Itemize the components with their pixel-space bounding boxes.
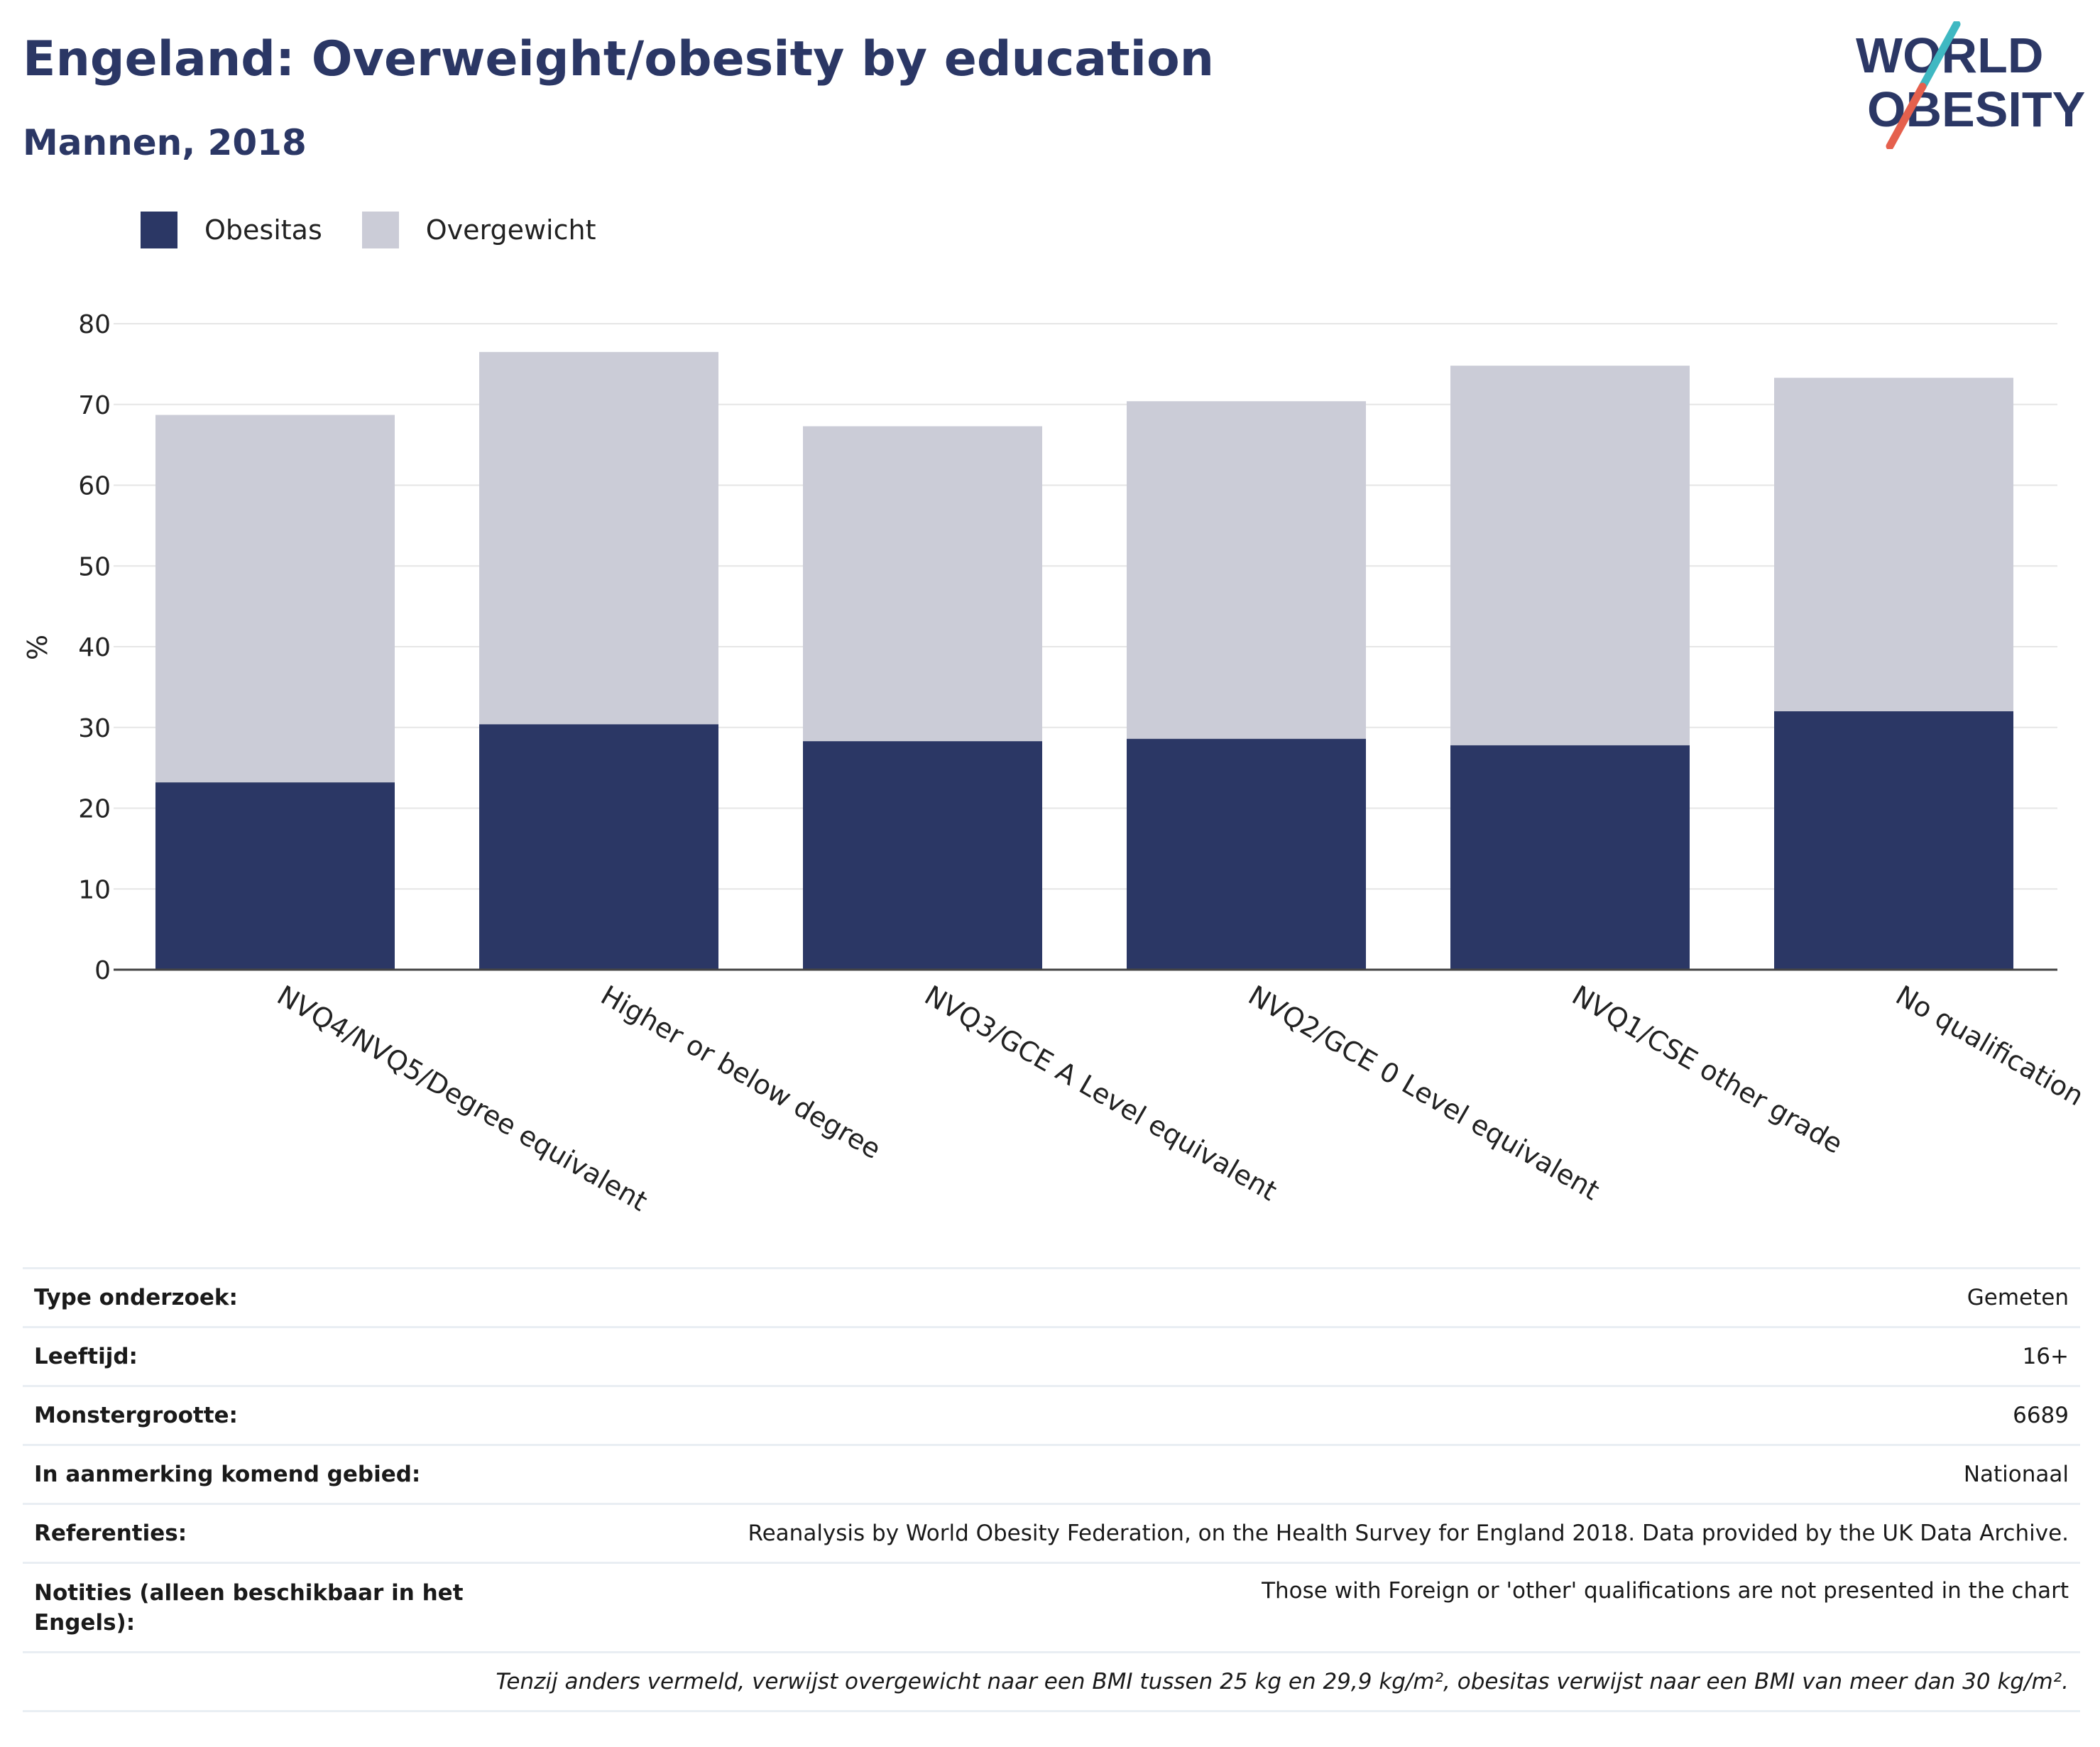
y-axis-label: % [22,635,53,660]
info-row-age: Leeftijd: 16+ [23,1326,2080,1386]
chart-legend: Obesitas Overgewicht [141,209,636,251]
y-tick-label: 40 [78,633,111,662]
x-tick-label: NVQ4/NVQ5/Degree equivalent [272,980,652,1217]
x-tick-label: Higher or below degree [596,980,886,1166]
info-key: Type onderzoek: [23,1267,477,1327]
bar-obesitas-4 [1450,745,1690,970]
info-table: Type onderzoek: Gemeten Leeftijd: 16+ Mo… [23,1267,2080,1712]
logo-slash-bottom [1886,82,1927,149]
y-tick-label: 60 [78,472,111,501]
bar-overgewicht-1 [479,351,718,725]
legend-item-obesitas[interactable]: Obesitas [141,212,322,248]
y-tick-label: 0 [94,956,111,985]
world-obesity-logo: WORLD OBESITY [1856,21,2085,149]
info-value: Nationaal [477,1444,2080,1504]
info-row-sample-size: Monstergrootte: 6689 [23,1385,2080,1445]
y-tick-label: 20 [78,795,111,824]
legend-label-obesitas: Obesitas [204,214,322,246]
info-value: 6689 [477,1385,2080,1445]
info-key: Referenties: [23,1503,477,1563]
info-value: Reanalysis by World Obesity Federation, … [477,1503,2080,1563]
info-row-notes: Notities (alleen beschikbaar in het Enge… [23,1562,2080,1653]
x-tick-label: No qualification [1891,980,2089,1112]
x-tick-label: NVQ3/GCE A Level equivalent [919,980,1282,1207]
chart-gridlines [114,323,2057,890]
y-tick-label: 30 [78,714,111,743]
info-value: Those with Foreign or 'other' qualificat… [477,1562,2080,1653]
y-tick-label: 50 [78,552,111,581]
bar-obesitas-5 [1774,711,2013,970]
logo-slash-top [1918,21,1961,91]
info-row-references: Referenties: Reanalysis by World Obesity… [23,1503,2080,1563]
y-tick-label: 70 [78,391,111,420]
info-value: Gemeten [477,1267,2080,1327]
bar-overgewicht-2 [803,426,1042,742]
bar-obesitas-1 [479,724,718,970]
legend-swatch-obesitas [141,212,177,248]
y-axis: 0 10 20 30 40 50 60 70 80 [78,310,111,985]
bar-obesitas-0 [155,782,395,970]
bar-obesitas-2 [803,741,1042,970]
bar-overgewicht-5 [1774,378,2013,711]
stacked-bar-chart: 0 10 20 30 40 50 60 70 80 % NVQ4/NVQ5/Degree equ… [22,310,2089,1217]
info-row-type: Type onderzoek: Gemeten [23,1267,2080,1327]
info-key: Notities (alleen beschikbaar in het Enge… [23,1562,477,1653]
legend-label-overgewicht: Overgewicht [425,214,596,246]
bar-overgewicht-3 [1127,401,1366,739]
info-key: Monstergrootte: [23,1385,477,1445]
chart-bars [155,351,2013,970]
y-tick-label: 80 [78,310,111,339]
info-row-area: In aanmerking komend gebied: Nationaal [23,1444,2080,1504]
bar-overgewicht-0 [155,415,395,783]
x-tick-label: NVQ2/GCE 0 Level equivalent [1243,980,1604,1207]
x-tick-label: NVQ1/CSE other grade [1567,980,1848,1160]
info-footnote: Tenzij anders vermeld, verwijst overgewi… [23,1651,2080,1712]
legend-swatch-overgewicht [361,212,399,248]
info-key: Leeftijd: [23,1326,477,1386]
y-tick-label: 10 [78,875,111,904]
page-title: Engeland: Overweight/obesity by educatio… [23,31,1215,87]
info-key: In aanmerking komend gebied: [23,1444,477,1504]
legend-item-overgewicht[interactable]: Overgewicht [361,212,596,248]
info-value: 16+ [477,1326,2080,1386]
page-subtitle: Mannen, 2018 [23,122,307,163]
bar-overgewicht-4 [1450,366,1690,745]
bar-obesitas-3 [1127,738,1366,970]
info-row-footnote: Tenzij anders vermeld, verwijst overgewi… [23,1651,2080,1712]
